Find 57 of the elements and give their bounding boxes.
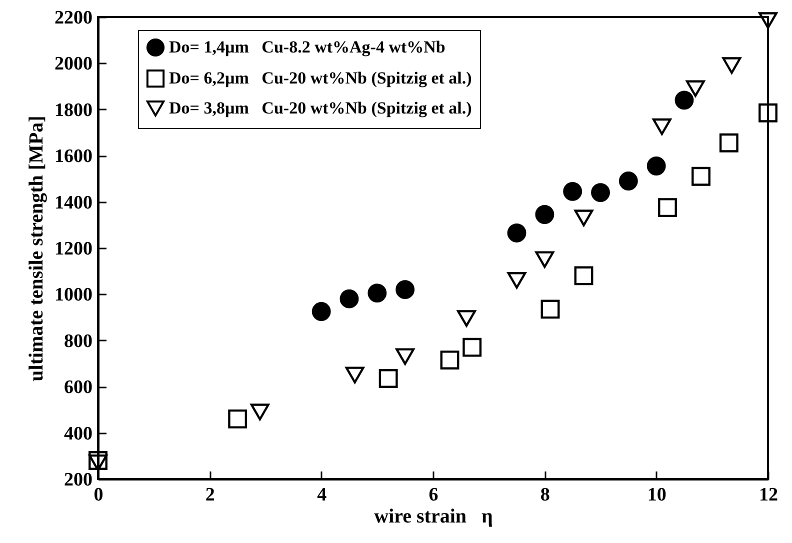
- y-tick-label: 1000: [54, 284, 92, 306]
- y-tick-label: 800: [64, 330, 92, 352]
- y-tick-label: 2200: [54, 8, 92, 28]
- point: [574, 266, 594, 286]
- point: [719, 133, 738, 152]
- point: [658, 198, 677, 218]
- point: [535, 205, 554, 224]
- point: [591, 183, 610, 202]
- y-tick-label: 400: [64, 423, 92, 444]
- point: [88, 451, 108, 470]
- x-tick-label: 2: [205, 484, 215, 506]
- y-tick-label: 2000: [54, 54, 92, 75]
- x-tick-label: 4: [317, 484, 328, 506]
- point: [758, 103, 778, 122]
- x-tick-label: 6: [428, 484, 438, 506]
- point: [368, 284, 387, 302]
- point: [722, 57, 742, 74]
- x-tick-label: 10: [647, 484, 666, 506]
- x-tick-label: 8: [540, 484, 550, 506]
- point: [440, 350, 460, 370]
- point: [345, 366, 364, 384]
- y-tick-label: 200: [64, 470, 92, 490]
- y-tick-label: 1600: [54, 146, 92, 168]
- point: [535, 251, 554, 268]
- point: [563, 182, 582, 201]
- y-tick-label: 1200: [54, 238, 92, 260]
- y-tick-label: 600: [64, 377, 92, 398]
- point: [574, 210, 594, 226]
- legend-label: Do= 6,2µm Cu-20 wt%Nb (Spitzig et al.): [169, 68, 472, 88]
- point: [758, 12, 778, 29]
- point: [507, 272, 526, 289]
- point: [88, 454, 108, 472]
- point: [457, 310, 476, 327]
- point: [228, 409, 248, 428]
- point: [618, 172, 638, 190]
- point: [674, 90, 694, 110]
- legend-label: Do= 3,8µm Cu-20 wt%Nb (Spitzig et al.): [169, 98, 472, 118]
- point: [396, 280, 415, 300]
- point: [378, 369, 398, 388]
- x-tick-label: 0: [94, 484, 104, 506]
- point: [692, 166, 710, 186]
- point: [340, 289, 359, 308]
- point: [507, 224, 526, 242]
- point: [646, 156, 666, 176]
- point: [540, 300, 560, 319]
- point: [396, 348, 415, 365]
- point: [250, 404, 270, 420]
- y-tick-label: 1800: [54, 100, 92, 121]
- legend-label: Do= 1,4µm Cu-8.2 wt%Ag-4 wt%Nb: [169, 38, 446, 56]
- y-axis-title: ultimate tensile strength [MPa]: [26, 116, 48, 382]
- point: [462, 338, 482, 357]
- x-tick-label: 12: [759, 484, 778, 506]
- y-tick-label: 1400: [54, 192, 92, 214]
- point: [312, 302, 331, 321]
- x-axis-title: wire strain η: [374, 506, 493, 528]
- point: [686, 80, 705, 97]
- point: [652, 118, 672, 136]
